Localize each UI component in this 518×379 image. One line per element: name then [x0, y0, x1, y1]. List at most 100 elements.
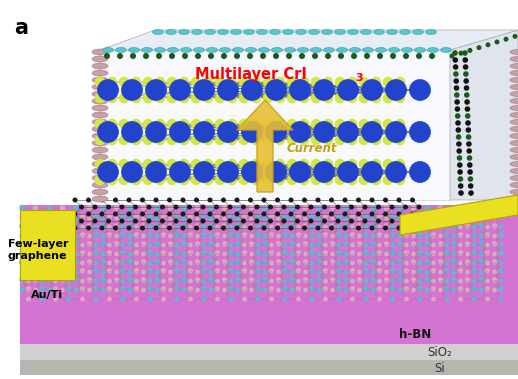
- Circle shape: [323, 159, 333, 169]
- Circle shape: [323, 261, 328, 265]
- Circle shape: [107, 93, 117, 103]
- Circle shape: [228, 214, 234, 220]
- Circle shape: [458, 286, 463, 292]
- Circle shape: [263, 93, 273, 103]
- Circle shape: [80, 232, 85, 238]
- Circle shape: [148, 243, 152, 247]
- Circle shape: [498, 232, 504, 238]
- Circle shape: [153, 197, 159, 202]
- Circle shape: [241, 122, 263, 143]
- Circle shape: [287, 135, 297, 145]
- Circle shape: [182, 252, 186, 256]
- Circle shape: [343, 277, 349, 283]
- Circle shape: [155, 119, 165, 129]
- Circle shape: [195, 288, 200, 292]
- Circle shape: [359, 119, 369, 129]
- Circle shape: [93, 214, 99, 220]
- Circle shape: [255, 268, 261, 274]
- Circle shape: [269, 279, 274, 283]
- Circle shape: [39, 268, 45, 274]
- Circle shape: [452, 50, 458, 56]
- Circle shape: [66, 214, 72, 220]
- Ellipse shape: [297, 47, 309, 53]
- Circle shape: [235, 226, 239, 230]
- Circle shape: [122, 122, 142, 143]
- Text: Si: Si: [435, 362, 445, 374]
- Circle shape: [391, 297, 395, 301]
- Circle shape: [167, 175, 177, 185]
- Circle shape: [299, 53, 305, 59]
- Circle shape: [215, 135, 225, 145]
- Circle shape: [384, 216, 389, 220]
- Circle shape: [269, 243, 274, 247]
- Circle shape: [168, 216, 173, 220]
- Circle shape: [287, 77, 297, 87]
- Circle shape: [362, 80, 382, 100]
- Circle shape: [425, 269, 429, 274]
- Circle shape: [485, 225, 490, 229]
- Circle shape: [107, 175, 117, 185]
- Circle shape: [26, 232, 31, 238]
- Circle shape: [411, 241, 416, 247]
- Circle shape: [221, 211, 226, 216]
- Circle shape: [80, 286, 85, 292]
- Circle shape: [251, 159, 261, 169]
- Circle shape: [349, 205, 354, 210]
- Circle shape: [222, 259, 227, 265]
- Circle shape: [174, 250, 180, 256]
- Circle shape: [241, 219, 246, 224]
- Circle shape: [242, 232, 247, 238]
- Circle shape: [276, 259, 281, 265]
- Ellipse shape: [92, 189, 108, 195]
- Circle shape: [458, 183, 464, 189]
- Circle shape: [174, 268, 180, 274]
- Ellipse shape: [510, 147, 518, 152]
- Circle shape: [347, 93, 357, 103]
- Circle shape: [357, 233, 362, 238]
- Circle shape: [242, 286, 247, 292]
- Circle shape: [60, 216, 65, 220]
- Circle shape: [122, 161, 142, 183]
- Circle shape: [113, 223, 119, 229]
- Polygon shape: [20, 360, 518, 375]
- Circle shape: [359, 135, 369, 145]
- Circle shape: [424, 205, 430, 211]
- Circle shape: [60, 277, 65, 283]
- Circle shape: [478, 277, 484, 283]
- Circle shape: [154, 288, 160, 292]
- Circle shape: [19, 205, 25, 211]
- Circle shape: [512, 34, 517, 39]
- Circle shape: [485, 268, 491, 274]
- Circle shape: [161, 214, 166, 220]
- Circle shape: [95, 135, 105, 145]
- Circle shape: [313, 161, 335, 183]
- Circle shape: [113, 197, 118, 202]
- Circle shape: [114, 216, 119, 220]
- Circle shape: [181, 241, 187, 247]
- Circle shape: [404, 225, 409, 229]
- Circle shape: [458, 261, 463, 265]
- Circle shape: [80, 297, 85, 301]
- Ellipse shape: [295, 30, 307, 34]
- Circle shape: [39, 286, 45, 292]
- Circle shape: [201, 268, 207, 274]
- Circle shape: [80, 279, 85, 283]
- Circle shape: [188, 261, 193, 265]
- Circle shape: [323, 286, 328, 292]
- Circle shape: [451, 205, 457, 211]
- Circle shape: [465, 120, 471, 126]
- Circle shape: [107, 268, 112, 274]
- Circle shape: [283, 225, 287, 229]
- Circle shape: [39, 243, 45, 247]
- Circle shape: [33, 223, 38, 229]
- Ellipse shape: [218, 30, 228, 34]
- Circle shape: [262, 259, 268, 265]
- Circle shape: [113, 226, 118, 230]
- Circle shape: [303, 205, 308, 211]
- Circle shape: [33, 216, 38, 220]
- Circle shape: [417, 268, 423, 274]
- Circle shape: [268, 205, 273, 210]
- Circle shape: [335, 175, 345, 185]
- Circle shape: [377, 243, 382, 247]
- Circle shape: [418, 225, 422, 229]
